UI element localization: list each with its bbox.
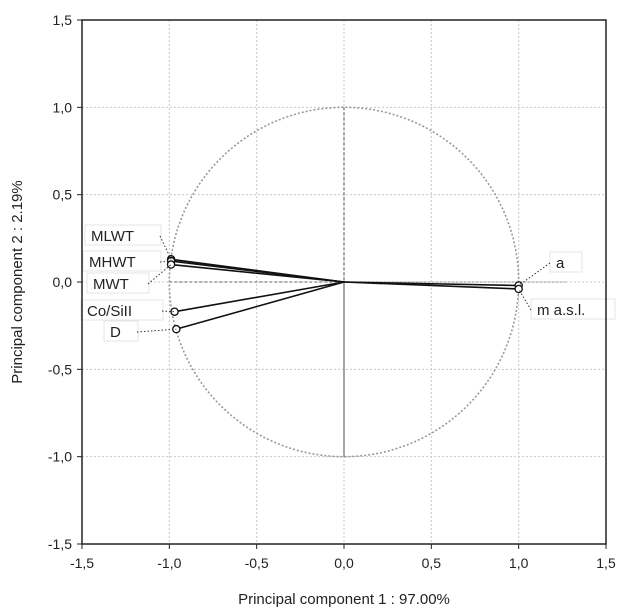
loading-vector [343, 281, 519, 290]
x-tick-label: -1,5 [70, 555, 94, 571]
point-label-box [84, 224, 162, 246]
tick-labels-layer: -1,5 -1,0 -0,5 0,0 0,5 1,0 1,5 1,5 1,0 0,5 0,0 -0,5… [48, 12, 616, 571]
point-label: Co/SiII [87, 303, 132, 320]
data-point [514, 284, 523, 294]
point-label: a [556, 255, 565, 272]
point-label: m a.s.l. [537, 302, 585, 319]
label-leader-line [518, 262, 551, 286]
x-tick-label: -1,0 [157, 555, 181, 571]
y-tick-label: -1,5 [48, 536, 72, 552]
y-axis-title: Principal component 2 : 2.19% [9, 180, 26, 383]
x-tick-label: -0,5 [245, 555, 269, 571]
point-label-box [549, 251, 583, 273]
point-label-box [80, 299, 164, 321]
point-label-box [82, 250, 162, 272]
y-tick-label: 1,0 [53, 99, 73, 115]
y-tick-label: 1,5 [53, 12, 73, 28]
x-tick-label: 0,0 [334, 555, 354, 571]
vectors-layer [166, 255, 523, 334]
loading-vector [174, 281, 345, 313]
label-leader-line [136, 328, 177, 333]
point-label: MWT [93, 276, 129, 293]
point-labels-layer: MLWT MHWT MWT Co/SiII Da m a.s.l. [80, 224, 616, 342]
point-label: MHWT [89, 254, 136, 271]
x-axis-title: Principal component 1 : 97.00% [238, 591, 450, 608]
point-label-box [530, 298, 616, 320]
loading-vector [176, 281, 345, 330]
label-leader-line [161, 310, 175, 313]
point-label: MLWT [91, 228, 134, 245]
x-tick-label: 0,5 [422, 555, 442, 571]
y-tick-label: -0,5 [48, 361, 72, 377]
label-leader-line [159, 235, 172, 260]
label-leader-line [147, 264, 172, 285]
x-tick-label: 1,0 [509, 555, 529, 571]
x-tick-label: 1,5 [596, 555, 616, 571]
y-tick-label: 0,5 [53, 187, 73, 203]
label-leader-line [518, 288, 532, 311]
data-point [166, 260, 176, 269]
data-point [170, 307, 179, 316]
y-tick-label: 0,0 [53, 274, 73, 290]
point-label-box [103, 320, 139, 342]
point-label: D [110, 324, 121, 341]
loading-vector [170, 263, 345, 283]
y-tick-label: -1,0 [48, 449, 72, 465]
